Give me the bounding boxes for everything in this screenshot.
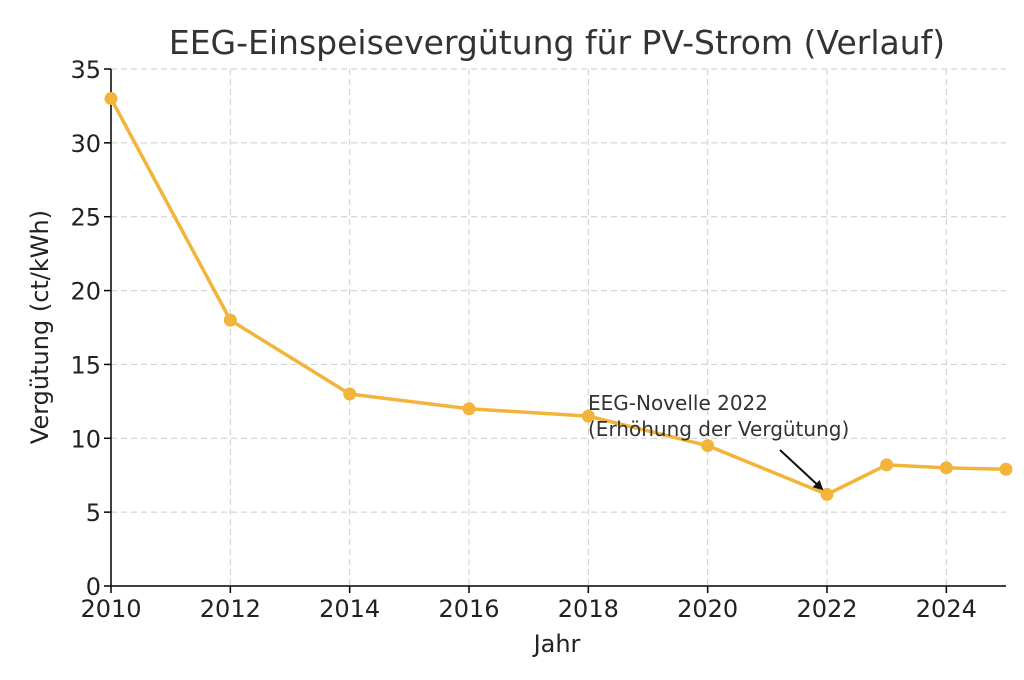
data-point xyxy=(939,461,953,475)
annotation: EEG-Novelle 2022 (Erhöhung der Vergütung… xyxy=(588,391,849,491)
y-tick-label: 5 xyxy=(86,499,101,527)
data-point xyxy=(701,439,715,453)
x-tick-label: 2010 xyxy=(80,595,141,623)
y-tick-label: 0 xyxy=(86,573,101,601)
y-axis-label: Vergütung (ct/kWh) xyxy=(26,210,54,444)
y-tick-label: 35 xyxy=(70,56,101,84)
data-point xyxy=(104,92,118,106)
x-tick-label: 2012 xyxy=(200,595,261,623)
annotation-arrow xyxy=(779,449,824,491)
x-axis-label: Jahr xyxy=(532,630,581,658)
x-tick-label: 2018 xyxy=(558,595,619,623)
data-point xyxy=(462,402,476,416)
y-tick-label: 25 xyxy=(70,204,101,232)
y-tick-label: 20 xyxy=(70,278,101,306)
data-point xyxy=(880,458,894,472)
grid xyxy=(111,68,1006,586)
x-tick-label: 2016 xyxy=(438,595,499,623)
y-tick-label: 10 xyxy=(70,425,101,453)
chart-title: EEG-Einspeisevergütung für PV-Strom (Ver… xyxy=(169,23,945,62)
axes xyxy=(110,69,1006,587)
data-point xyxy=(343,387,357,401)
series-line xyxy=(109,97,1007,497)
data-point xyxy=(820,487,834,501)
tick-labels: 2010 2012 2014 2016 2018 2020 2022 2024 0 5 10 15 20… xyxy=(70,56,976,623)
data-point xyxy=(223,313,237,327)
x-tick-label: 2024 xyxy=(916,595,977,623)
y-tick-label: 30 xyxy=(70,130,101,158)
annotation-line-2: (Erhöhung der Vergütung) xyxy=(588,417,849,441)
data-point xyxy=(581,409,595,423)
annotation-line-1: EEG-Novelle 2022 xyxy=(588,391,768,415)
data-point xyxy=(999,462,1013,476)
x-tick-label: 2014 xyxy=(319,595,380,623)
x-tick-label: 2022 xyxy=(796,595,857,623)
x-tick-label: 2020 xyxy=(677,595,738,623)
series xyxy=(104,92,1013,501)
y-tick-label: 15 xyxy=(70,351,101,379)
